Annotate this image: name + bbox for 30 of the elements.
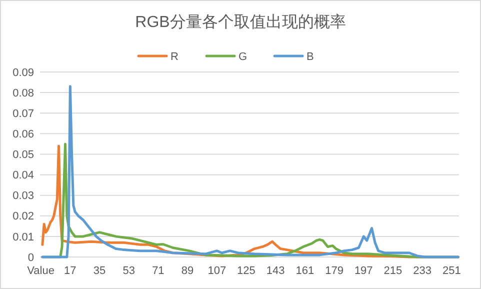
x-tick-label: 35 <box>93 265 106 277</box>
legend-label: R <box>170 50 178 63</box>
x-tick-label: 125 <box>237 265 256 277</box>
x-tick-label: 251 <box>442 265 461 277</box>
line-series <box>41 85 460 258</box>
x-tick-label: 107 <box>208 265 226 277</box>
y-tick-label: 0 <box>28 252 34 264</box>
y-tick-label: 0.05 <box>12 149 34 162</box>
x-tick-label: 233 <box>413 265 432 277</box>
x-tick-label: 197 <box>354 265 373 277</box>
y-tick-label: 0.06 <box>12 128 34 141</box>
x-tick-label: 161 <box>296 265 314 277</box>
x-tick-label: 71 <box>152 265 164 277</box>
x-tick-label: 215 <box>384 265 402 277</box>
x-tick-label: Value <box>27 265 54 277</box>
legend-label: B <box>306 50 314 63</box>
y-tick-label: 0.01 <box>12 231 34 244</box>
x-tick-label: 143 <box>266 265 285 277</box>
x-tick-label: 89 <box>181 265 194 277</box>
chart-title: RGB分量各个取值出现的概率 <box>135 13 346 31</box>
y-tick-label: 0.07 <box>12 108 34 120</box>
x-tick-label: 179 <box>325 265 344 277</box>
y-tick-label: 0.04 <box>12 170 34 182</box>
y-tick-label: 0.09 <box>12 66 34 79</box>
y-tick-label: 0.08 <box>12 87 34 100</box>
legend-label: G <box>238 50 248 63</box>
x-tick-label: 17 <box>64 265 76 277</box>
y-tick-label: 0.03 <box>12 190 34 202</box>
y-tick-label: 0.02 <box>12 210 34 223</box>
x-tick-label: 53 <box>122 265 135 277</box>
